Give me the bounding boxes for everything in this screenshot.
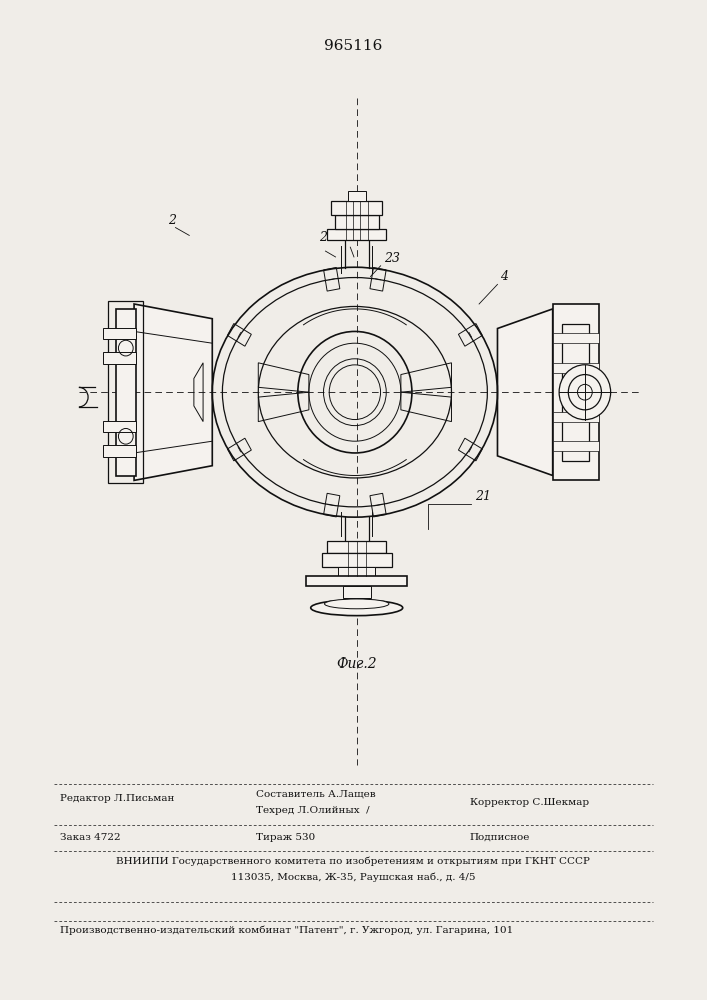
Bar (103, 328, 136, 339)
Bar (339, 567, 375, 576)
Bar (562, 324, 590, 461)
Bar (327, 229, 386, 240)
Text: 113035, Москва, Ж-35, Раушская наб., д. 4/5: 113035, Москва, Ж-35, Раушская наб., д. … (230, 872, 475, 882)
Polygon shape (498, 309, 553, 476)
Bar (103, 352, 136, 364)
Text: Подписное: Подписное (470, 833, 530, 842)
Text: Составитель А.Лащев: Составитель А.Лащев (257, 789, 376, 798)
Bar (306, 576, 407, 586)
Text: Техред Л.Олийных  /: Техред Л.Олийных / (257, 806, 370, 815)
Text: Фиг.2: Фиг.2 (337, 657, 377, 671)
Text: 2: 2 (168, 214, 176, 227)
Circle shape (568, 375, 602, 410)
Text: 4: 4 (501, 269, 508, 282)
Text: 24: 24 (319, 231, 335, 244)
Text: Тираж 530: Тираж 530 (257, 833, 316, 842)
Text: Корректор С.Шекмар: Корректор С.Шекмар (470, 798, 589, 807)
Bar (334, 215, 379, 229)
Text: 21: 21 (475, 490, 491, 503)
Bar (327, 541, 386, 553)
Text: 15: 15 (342, 227, 358, 240)
Bar (553, 441, 599, 451)
Text: ВНИИПИ Государственного комитета по изобретениям и открытиям при ГКНТ СССР: ВНИИПИ Государственного комитета по изоб… (116, 857, 590, 866)
Bar (553, 304, 599, 480)
Bar (553, 363, 599, 373)
Bar (103, 421, 136, 432)
Bar (116, 309, 136, 476)
Bar (553, 412, 599, 422)
Bar (103, 445, 136, 457)
Ellipse shape (325, 599, 389, 609)
Ellipse shape (310, 600, 403, 616)
Bar (331, 201, 382, 215)
Text: Производственно-издательский комбинат "Патент", г. Ужгород, ул. Гагарина, 101: Производственно-издательский комбинат "П… (61, 925, 514, 935)
Text: 23: 23 (385, 252, 400, 265)
Text: Заказ 4722: Заказ 4722 (61, 833, 121, 842)
Text: Редактор Л.Письман: Редактор Л.Письман (61, 794, 175, 803)
Circle shape (559, 365, 611, 420)
Bar (108, 301, 144, 483)
Bar (553, 333, 599, 343)
Bar (348, 191, 366, 201)
Polygon shape (134, 304, 212, 480)
Bar (322, 553, 392, 567)
Bar (343, 586, 370, 598)
Text: 965116: 965116 (324, 39, 382, 53)
